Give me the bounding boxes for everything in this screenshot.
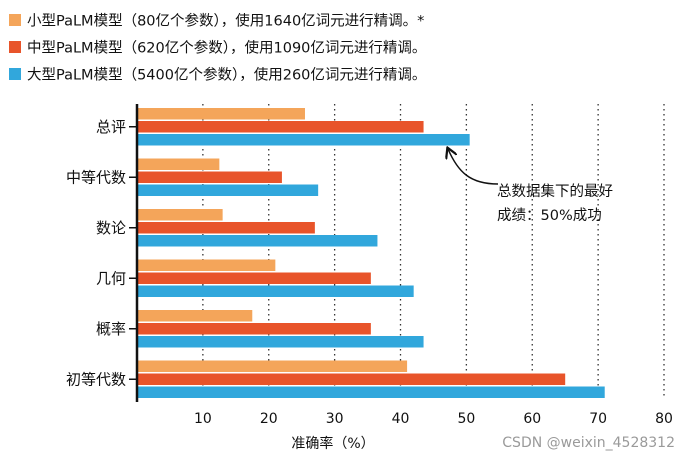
bar-2-0 bbox=[137, 209, 223, 221]
bar-5-1 bbox=[137, 373, 566, 385]
bar-1-0 bbox=[137, 158, 220, 170]
bar-2-2 bbox=[137, 235, 378, 247]
bar-3-1 bbox=[137, 272, 371, 284]
best-result-annotation: 总数据集下的最好 成绩：50%成功 bbox=[448, 149, 613, 224]
gridlines bbox=[202, 104, 665, 398]
bar-4-0 bbox=[137, 310, 253, 322]
category-label-0: 总评 bbox=[96, 118, 126, 136]
bar-4-2 bbox=[137, 336, 424, 348]
legend-swatch-1 bbox=[9, 41, 21, 53]
bar-3-2 bbox=[137, 285, 414, 297]
x-axis-title: 准确率（%） bbox=[291, 435, 374, 452]
bar-0-2 bbox=[137, 134, 470, 146]
bar-4-1 bbox=[137, 323, 371, 335]
category-label-2: 数论 bbox=[96, 219, 126, 237]
bar-5-0 bbox=[137, 360, 408, 372]
legend: 小型PaLM模型（80亿个参数），使用1640亿词元进行精调。* 中型PaLM模型… bbox=[9, 13, 426, 84]
x-tick-label-70: 70 bbox=[589, 411, 607, 427]
category-label-3: 几何 bbox=[96, 269, 126, 287]
annotation-line-2: 成绩：50%成功 bbox=[497, 207, 602, 224]
annotation-arrow bbox=[448, 149, 499, 185]
bars bbox=[137, 108, 605, 398]
annotation-line-1: 总数据集下的最好 bbox=[497, 183, 613, 200]
x-tick-label-20: 20 bbox=[260, 411, 278, 427]
x-tick-label-30: 30 bbox=[326, 411, 344, 427]
x-tick-label-40: 40 bbox=[392, 411, 410, 427]
legend-swatch-2 bbox=[9, 68, 21, 80]
bar-1-1 bbox=[137, 171, 282, 183]
legend-label-1: 中型PaLM模型（620亿个参数），使用1090亿词元进行精调。 bbox=[27, 40, 426, 57]
bar-0-0 bbox=[137, 108, 305, 120]
category-label-1: 中等代数 bbox=[66, 168, 126, 186]
bar-3-0 bbox=[137, 259, 276, 271]
bar-5-2 bbox=[137, 386, 605, 398]
legend-label-2: 大型PaLM模型（5400亿个参数），使用260亿词元进行精调。 bbox=[27, 67, 426, 84]
x-tick-label-10: 10 bbox=[194, 411, 212, 427]
watermark: CSDN @weixin_4528312 bbox=[502, 435, 675, 451]
legend-swatch-0 bbox=[9, 14, 21, 26]
bar-1-2 bbox=[137, 184, 319, 196]
bar-0-1 bbox=[137, 121, 424, 133]
x-tick-label-50: 50 bbox=[457, 411, 475, 427]
category-label-5: 初等代数 bbox=[66, 370, 126, 388]
x-tick-label-80: 80 bbox=[655, 411, 673, 427]
bar-2-1 bbox=[137, 222, 315, 234]
x-tick-label-60: 60 bbox=[523, 411, 541, 427]
legend-label-0: 小型PaLM模型（80亿个参数），使用1640亿词元进行精调。* bbox=[27, 13, 424, 30]
category-label-4: 概率 bbox=[96, 320, 126, 338]
x-axis-ticks: 10 20 30 40 50 60 70 80 bbox=[194, 411, 673, 427]
